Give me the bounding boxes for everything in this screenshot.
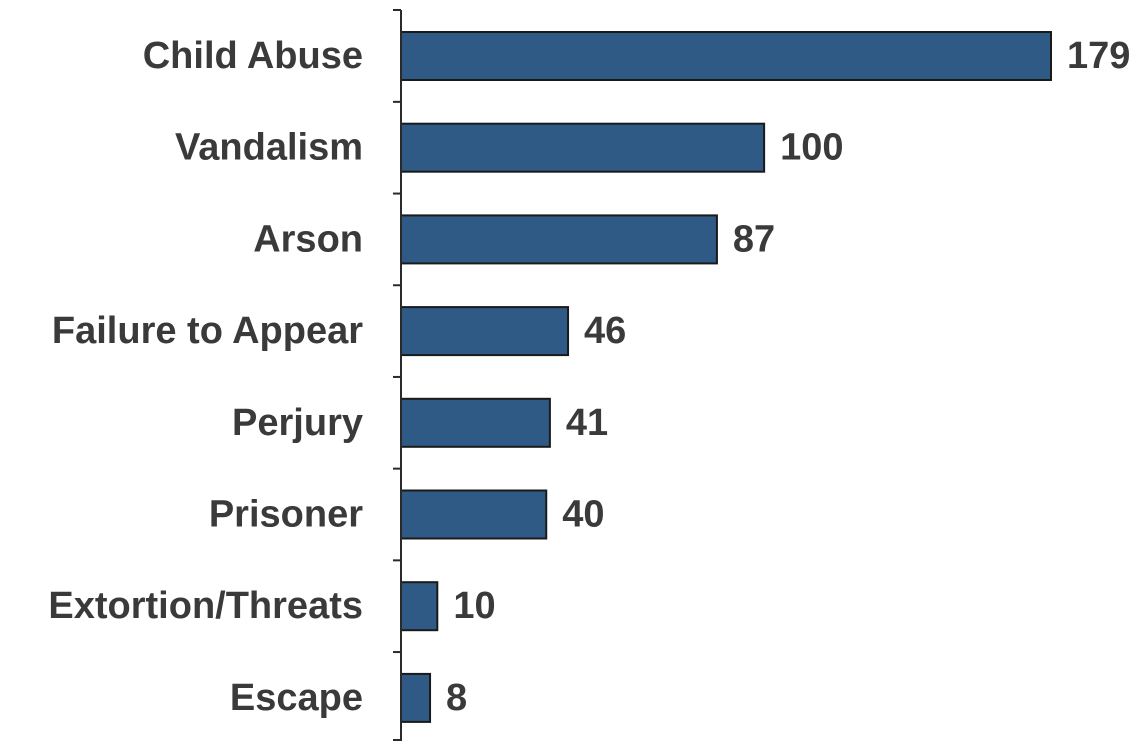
category-label-child-abuse: Child Abuse: [143, 35, 363, 77]
value-label-arson: 87: [733, 218, 775, 260]
value-label-escape: 8: [446, 677, 467, 719]
category-label-failure-to-appear: Failure to Appear: [52, 310, 363, 352]
bars-group: [400, 31, 1052, 723]
category-label-prisoner: Prisoner: [209, 494, 363, 536]
y-axis: [393, 9, 402, 741]
category-label-vandalism: Vandalism: [175, 127, 363, 169]
value-label-perjury: 41: [566, 402, 608, 444]
value-label-prisoner: 40: [562, 494, 604, 536]
category-label-escape: Escape: [230, 677, 363, 719]
bar-escape: [400, 672, 432, 723]
bar-perjury: [400, 397, 551, 448]
bar-arson: [400, 214, 718, 265]
value-label-failure-to-appear: 46: [584, 310, 626, 352]
category-labels-group: Child Abuse Vandalism Arson Failure to Appe…: [48, 35, 363, 719]
value-label-extortion-threats: 10: [453, 585, 495, 627]
bar-child-abuse: [400, 31, 1052, 81]
value-label-vandalism: 100: [780, 127, 843, 169]
bar-extortion-threats: [400, 581, 439, 632]
bar-failure-to-appear: [400, 306, 570, 357]
category-label-perjury: Perjury: [232, 402, 363, 444]
category-label-extortion-threats: Extortion/Threats: [48, 585, 363, 627]
bar-prisoner: [400, 489, 548, 540]
value-labels-group: 179 100 87 46 41 40 10 8: [446, 35, 1130, 719]
bar-vandalism: [400, 122, 766, 173]
category-label-arson: Arson: [253, 218, 363, 260]
value-label-child-abuse: 179: [1067, 35, 1130, 77]
